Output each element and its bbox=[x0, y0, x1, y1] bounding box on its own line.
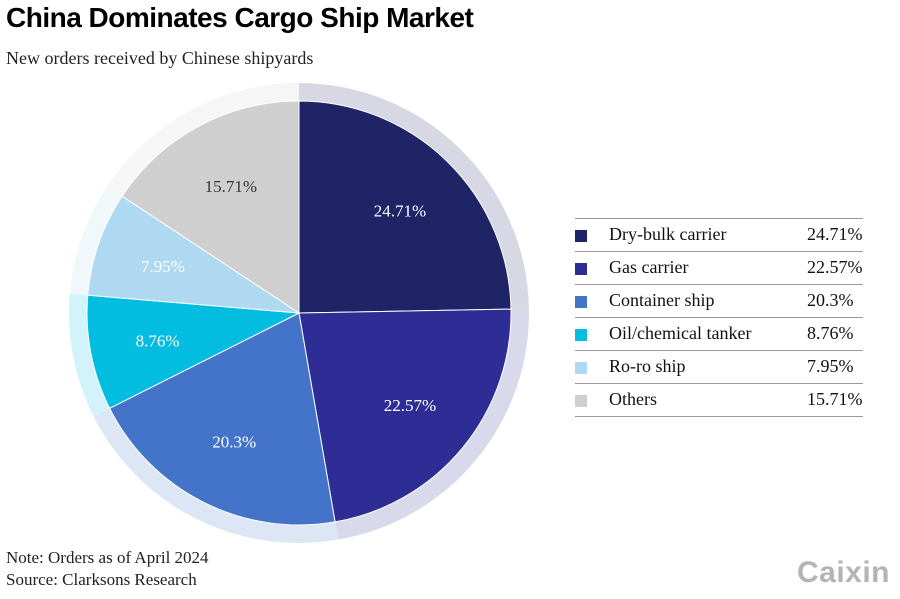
legend-swatch bbox=[575, 362, 587, 374]
legend-item-dry-bulk-carrier: Dry-bulk carrier 24.71% bbox=[575, 219, 863, 252]
pie-data-label-gas-carrier: 22.57% bbox=[384, 396, 436, 415]
legend-label: Others bbox=[609, 389, 657, 409]
legend-item-oil-chemical-tanker: Oil/chemical tanker 8.76% bbox=[575, 318, 863, 351]
legend-label: Oil/chemical tanker bbox=[609, 323, 752, 343]
legend-value: 24.71% bbox=[807, 224, 863, 244]
legend-value: 22.57% bbox=[807, 257, 863, 277]
legend-label: Ro-ro ship bbox=[609, 356, 686, 376]
pie-data-label-dry-bulk-carrier: 24.71% bbox=[374, 201, 426, 220]
legend-value: 7.95% bbox=[807, 356, 854, 376]
pie-data-label-ro-ro-ship: 7.95% bbox=[141, 257, 185, 276]
legend-item-container-ship: Container ship 20.3% bbox=[575, 285, 863, 318]
caixin-logo: Caixin bbox=[796, 556, 890, 589]
pie-data-label-others: 15.71% bbox=[205, 177, 257, 196]
legend-item-others: Others 15.71% bbox=[575, 384, 863, 417]
chart-note: Note: Orders as of April 2024 bbox=[6, 548, 209, 567]
chart-subtitle: New orders received by Chinese shipyards bbox=[6, 48, 314, 68]
legend-swatch bbox=[575, 230, 587, 242]
legend-item-gas-carrier: Gas carrier 22.57% bbox=[575, 252, 863, 285]
pie-slice-gas-carrier bbox=[298, 308, 512, 523]
chart-source: Source: Clarksons Research bbox=[6, 570, 197, 589]
legend-value: 8.76% bbox=[807, 323, 854, 343]
legend-swatch bbox=[575, 395, 587, 407]
chart-title: China Dominates Cargo Ship Market bbox=[6, 2, 474, 33]
legend-value: 15.71% bbox=[807, 389, 863, 409]
legend-value: 20.3% bbox=[807, 290, 854, 310]
pie-data-label-oil-chemical-tanker: 8.76% bbox=[136, 331, 180, 350]
pie-slice-others bbox=[121, 100, 300, 314]
legend-item-ro-ro-ship: Ro-ro ship 7.95% bbox=[575, 351, 863, 384]
legend-swatch bbox=[575, 329, 587, 341]
legend-label: Dry-bulk carrier bbox=[609, 224, 727, 244]
pie-slice-dry-bulk-carrier bbox=[298, 100, 512, 314]
chart-legend: Dry-bulk carrier 24.71% Gas carrier 22.57% C… bbox=[575, 218, 863, 417]
legend-label: Container ship bbox=[609, 290, 715, 310]
legend-label: Gas carrier bbox=[609, 257, 689, 277]
pie-slice-oil-chemical-tanker bbox=[86, 294, 301, 409]
pie-slice-container-ship bbox=[108, 312, 336, 526]
legend-swatch bbox=[575, 296, 587, 308]
legend-swatch bbox=[575, 263, 587, 275]
pie-data-label-container-ship: 20.3% bbox=[212, 433, 256, 452]
pie-slice-ro-ro-ship bbox=[87, 195, 300, 314]
